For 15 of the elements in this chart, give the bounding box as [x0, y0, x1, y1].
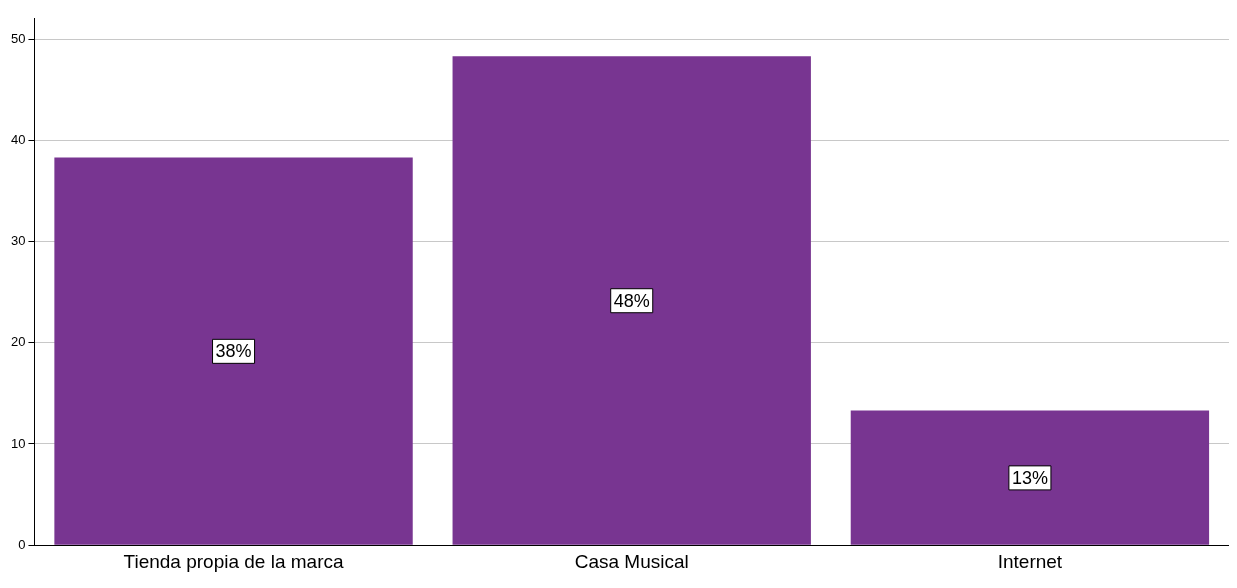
y-tick-label: 20: [10, 334, 26, 350]
bar: [54, 157, 413, 545]
data-label: 38%: [215, 341, 252, 362]
y-tick-label: 10: [10, 435, 26, 451]
bar: [452, 56, 811, 545]
x-tick-label: Tienda propia de la marca: [123, 550, 344, 572]
x-tick-label: Casa Musical: [574, 550, 689, 572]
y-tick-label: 50: [10, 30, 26, 46]
y-tick-label: 40: [10, 131, 26, 147]
data-label: 13%: [1011, 467, 1048, 488]
x-tick-label: Internet: [997, 550, 1063, 572]
data-label: 48%: [613, 290, 650, 311]
y-tick-label: 0: [18, 536, 26, 552]
y-tick-label: 30: [10, 233, 26, 249]
bar: [850, 410, 1210, 545]
